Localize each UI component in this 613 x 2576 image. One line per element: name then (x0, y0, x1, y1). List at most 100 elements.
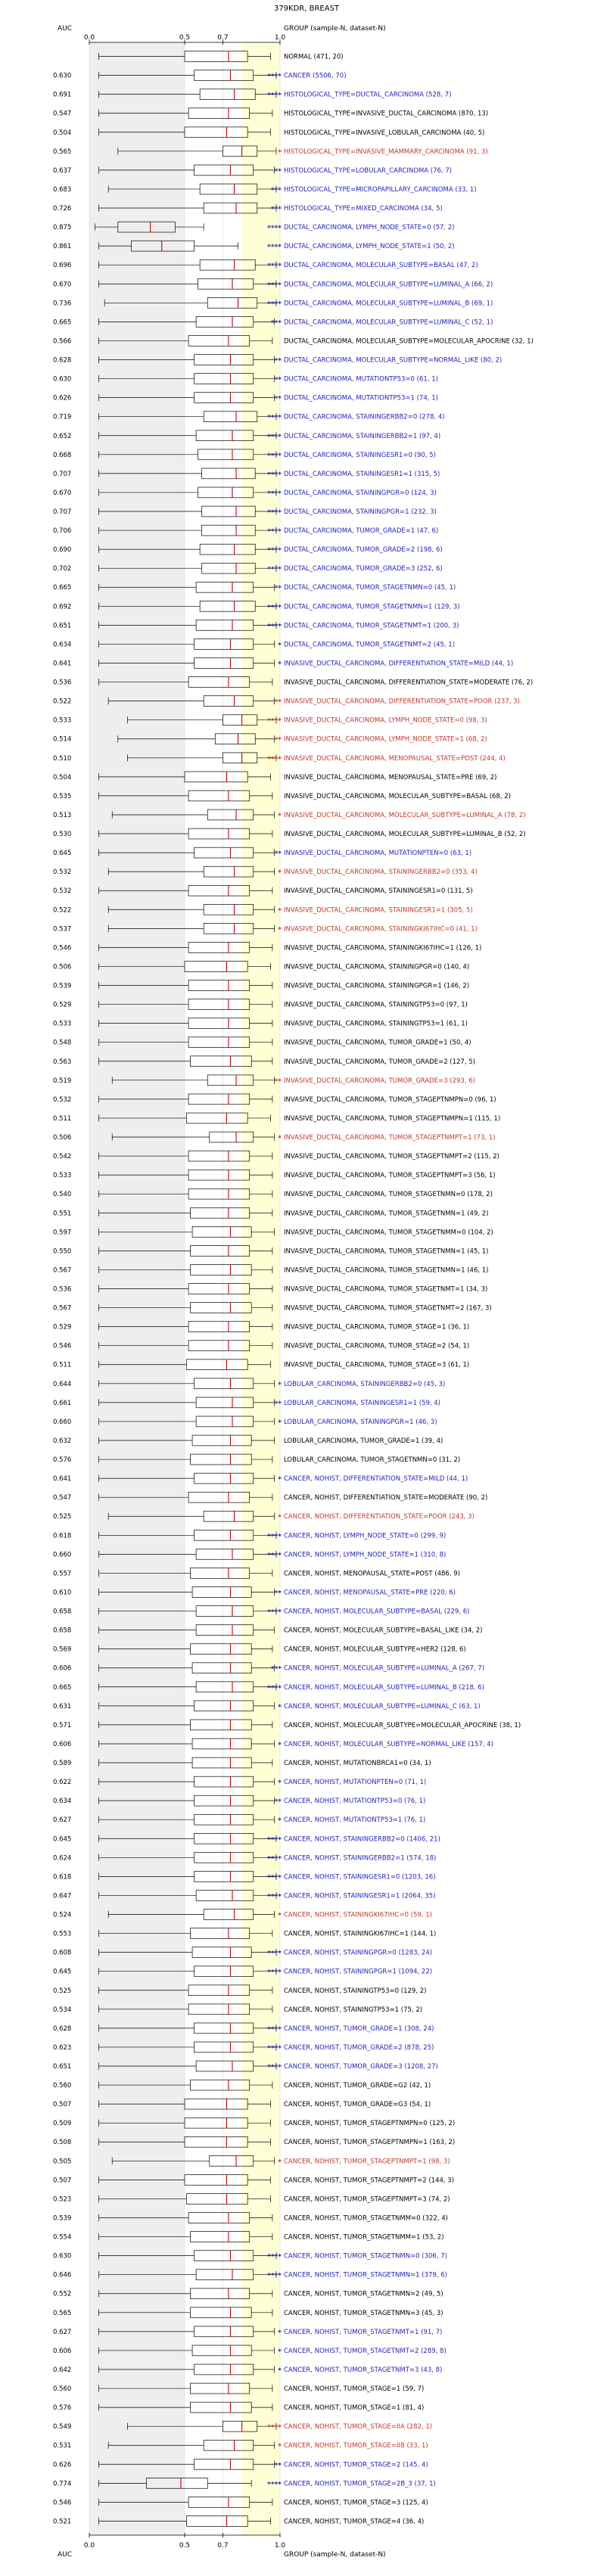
group-label: DUCTAL_CARCINOMA, TUMOR_GRADE=2 (198, 6) (284, 546, 443, 554)
group-label: DUCTAL_CARCINOMA, STAININGERBB2=0 (278, … (284, 414, 445, 421)
table-row: 0.660 **** CANCER, NOHIST, LYMPH_NODE_STAT… (53, 1549, 446, 1560)
group-label: DUCTAL_CARCINOMA, MOLECULAR_SUBTYPE=LUMI… (284, 281, 493, 288)
box (195, 2269, 254, 2280)
box (194, 2326, 254, 2338)
group-label: LOBULAR_CARCINOMA, STAININGERBB2=0 (45, … (284, 1381, 445, 1388)
table-row: 0.513 * INVASIVE_DUCTAL_CARCINOMA, MOLECUL… (53, 809, 526, 821)
table-row: 0.690 **** DUCTAL_CARCINOMA, TUMOR_GRADE=2… (53, 543, 443, 555)
box (188, 1188, 250, 1200)
box (194, 2022, 254, 2034)
box (194, 2041, 254, 2053)
table-row: 0.774 **** CANCER, NOHIST, TUMOR_STAGE=2B_… (53, 2478, 436, 2489)
significance-stars: * (278, 926, 282, 934)
box (184, 2098, 248, 2110)
significance-stars: **** (267, 509, 282, 517)
table-row: 0.533 INVASIVE_DUCTAL_CARCINOMA, TUMOR_ST… (53, 1169, 496, 1181)
table-row: 0.634 * DUCTAL_CARCINOMA, TUMOR_STAGETNMT=… (53, 639, 455, 650)
auc-value: 0.546 (53, 1343, 71, 1350)
box (194, 392, 254, 403)
box (199, 259, 256, 271)
auc-value: 0.696 (53, 262, 71, 269)
auc-value: 0.505 (53, 2158, 71, 2165)
box (195, 430, 254, 441)
group-label: INVASIVE_DUCTAL_CARCINOMA, TUMOR_STAGEPT… (284, 1153, 499, 1161)
box (194, 1794, 254, 1807)
auc-value: 0.641 (53, 1475, 71, 1483)
table-row: 0.530 INVASIVE_DUCTAL_CARCINOMA, MOLECULA… (53, 828, 526, 840)
box (209, 2155, 254, 2167)
box (194, 2250, 254, 2261)
auc-value: 0.504 (53, 774, 71, 782)
table-row: 0.668 **** DUCTAL_CARCINOMA, STAININGESR1=… (53, 449, 436, 461)
box (188, 2003, 250, 2015)
box (194, 1852, 254, 1863)
significance-stars: * (278, 1419, 282, 1427)
auc-value: 0.542 (53, 1153, 71, 1161)
table-row: 0.523 CANCER, NOHIST, TUMOR_STAGEPTNMPT=3… (53, 2193, 450, 2205)
auc-value: 0.536 (53, 1286, 71, 1294)
box (191, 1434, 252, 1446)
group-label: CANCER, NOHIST, TUMOR_GRADE=G3 (54, 1) (284, 2101, 431, 2108)
auc-value: 0.536 (53, 679, 71, 687)
table-row: 0.624 **** CANCER, NOHIST, STAININGERBB2=1… (53, 1852, 436, 1863)
tick-label: 0.5 (179, 34, 190, 42)
box (188, 884, 250, 896)
auc-value: 0.530 (53, 831, 71, 838)
auc-value: 0.690 (53, 546, 71, 554)
significance-stars: **** (267, 604, 282, 611)
auc-value: 0.707 (53, 471, 71, 478)
table-row: 0.626 ** CANCER, NOHIST, TUMOR_STAGE=2 (14… (53, 2459, 428, 2470)
significance-stars: ** (275, 1798, 282, 1806)
significance-stars: * (278, 1913, 282, 1920)
auc-value: 0.658 (53, 1627, 71, 1635)
group-label: CANCER, NOHIST, TUMOR_STAGEPTNMPN=0 (125… (284, 2120, 455, 2127)
group-label: CANCER, NOHIST, STAININGPGR=1 (1094, 22) (284, 1969, 432, 1976)
table-row: 0.532 INVASIVE_DUCTAL_CARCINOMA, STAINING… (53, 884, 473, 896)
table-row: 0.670 **** DUCTAL_CARCINOMA, STAININGPGR=0… (53, 486, 437, 499)
box (190, 1207, 250, 1219)
box (188, 1018, 250, 1029)
group-label: DUCTAL_CARCINOMA, MOLECULAR_SUBTYPE=BASA… (284, 262, 478, 269)
box (186, 1359, 248, 1370)
group-label: DUCTAL_CARCINOMA, MOLECULAR_SUBTYPE=LUMI… (284, 300, 493, 307)
group-label: LOBULAR_CARCINOMA, TUMOR_STAGETNMN=0 (31… (284, 1456, 460, 1464)
auc-value: 0.660 (53, 1419, 71, 1426)
box (203, 923, 254, 934)
significance-stars: **** (267, 1855, 282, 1863)
significance-stars: *** (271, 187, 282, 194)
table-row: 0.707 **** DUCTAL_CARCINOMA, STAININGPGR=1… (53, 505, 437, 517)
auc-value: 0.670 (53, 489, 71, 497)
table-row: 0.645 ** INVASIVE_DUCTAL_CARCINOMA, MUTATI… (53, 847, 471, 859)
auc-value: 0.551 (53, 1210, 71, 1217)
auc-header: AUC (58, 2551, 72, 2559)
tick-label: 0.7 (217, 34, 228, 42)
box (188, 790, 250, 802)
group-label: CANCER, NOHIST, STAININGESR1=1 (2064, 35… (284, 1892, 436, 1900)
box (191, 1586, 252, 1598)
group-label: HISTOLOGICAL_TYPE=INVASIVE_MAMMARY_CARCI… (284, 148, 488, 156)
auc-value: 0.567 (53, 1266, 71, 1274)
group-label: CANCER, NOHIST, TUMOR_STAGE=1 (81, 4) (284, 2404, 424, 2412)
box (201, 468, 256, 480)
significance-stars: **** (267, 300, 282, 308)
table-row: 0.683 *** HISTOLOGICAL_TYPE=MICROPAPILLARY… (53, 183, 477, 195)
group-label: INVASIVE_DUCTAL_CARCINOMA, LYMPH_NODE_ST… (284, 736, 487, 744)
group-label: CANCER, NOHIST, STAININGTP53=1 (75, 2) (284, 2006, 422, 2014)
auc-value: 0.628 (53, 2025, 71, 2033)
significance-stars: **** (267, 263, 282, 270)
table-row: 0.510 **** INVASIVE_DUCTAL_CARCINOMA, MENO… (53, 752, 506, 764)
significance-stars: **** (267, 471, 282, 479)
significance-stars: * (278, 1381, 282, 1389)
box (131, 240, 194, 252)
table-row: 0.532 * INVASIVE_DUCTAL_CARCINOMA, STAININ… (53, 865, 478, 878)
significance-stars: ** (275, 850, 282, 858)
table-row: 0.691 **** HISTOLOGICAL_TYPE=DUCTAL_CARCIN… (53, 89, 451, 100)
box (207, 297, 258, 309)
table-row: 0.606 *** CANCER, NOHIST, MOLECULAR_SUBTYP… (53, 1662, 484, 1673)
auc-value: 0.632 (53, 1437, 71, 1445)
auc-value: 0.529 (53, 1324, 71, 1332)
auc-header: AUC (58, 25, 72, 33)
group-label: CANCER, NOHIST, MUTATIONTP53=1 (76, 1) (284, 1816, 425, 1824)
auc-value: 0.511 (53, 1362, 71, 1369)
group-label: INVASIVE_DUCTAL_CARCINOMA, TUMOR_STAGETN… (284, 1191, 493, 1198)
